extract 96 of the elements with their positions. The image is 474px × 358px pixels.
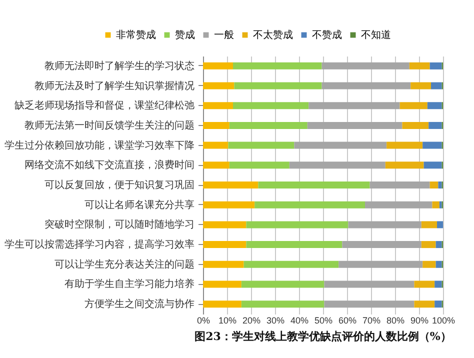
bar [203, 260, 244, 268]
bar [414, 300, 435, 308]
bar [294, 142, 387, 149]
bar [402, 122, 429, 129]
bar [228, 142, 294, 149]
legend-label: 一般 [214, 30, 234, 41]
legend-label: 不赞成 [312, 29, 342, 41]
bar [422, 142, 442, 149]
bar [436, 241, 442, 248]
y-tick-label: 可以让名师名课充分共享 [84, 198, 194, 211]
bar [322, 82, 411, 90]
x-tick-label: 10% [218, 316, 237, 326]
bar [241, 280, 324, 288]
bar [233, 62, 322, 70]
bar [246, 221, 348, 228]
bar [400, 102, 428, 110]
y-tick-label: 方便学生之间交流与协作 [84, 298, 194, 310]
bar [386, 142, 423, 149]
bar [203, 162, 230, 169]
legend-label: 不太赞成 [253, 29, 293, 41]
bar [421, 221, 437, 228]
bar [203, 182, 258, 188]
bar [307, 122, 402, 129]
bar [424, 162, 442, 169]
y-tick-label: 学生过分依赖回放功能，课堂学习效率下降 [4, 139, 194, 152]
bar [229, 162, 290, 169]
legend-label: 不知道 [361, 29, 391, 41]
bar [203, 241, 246, 248]
bar [203, 82, 234, 90]
bar [432, 201, 440, 208]
bar [430, 62, 442, 70]
x-tick-label: 30% [266, 316, 285, 326]
bar [348, 221, 422, 228]
bar [289, 162, 386, 169]
bar [203, 62, 233, 70]
y-tick-label: 突破时空限制，可以随时随地学习 [44, 218, 194, 231]
bar [438, 182, 442, 188]
bar [203, 102, 233, 110]
y-tick-label: 有助于学生自主学习能力培养 [64, 278, 194, 290]
bar [203, 142, 228, 149]
bar [324, 300, 414, 308]
bar [439, 201, 442, 208]
legend-label: 非常赞成 [116, 29, 156, 41]
bar [229, 122, 308, 129]
bar [431, 82, 442, 90]
bar [421, 241, 436, 248]
x-tick-label: 90% [410, 316, 429, 326]
bar [385, 162, 424, 169]
bar [370, 182, 430, 188]
bar [427, 102, 442, 110]
bar [203, 122, 230, 129]
x-tick-label: 80% [386, 316, 405, 326]
x-tick-label: 50% [314, 316, 333, 326]
x-tick-label: 100% [432, 316, 456, 326]
bar [410, 82, 431, 90]
bar [428, 122, 442, 129]
bar [434, 300, 442, 308]
y-tick-label: 教师无法第一时间反馈学生关注的问题 [24, 119, 194, 132]
bar [233, 102, 309, 110]
bar [244, 260, 339, 268]
legend-label: 赞成 [175, 29, 195, 41]
bar [338, 260, 423, 268]
x-tick-label: 70% [362, 316, 381, 326]
y-tick-label: 学生可以按需选择学习内容，提高学习效率 [4, 238, 194, 251]
bar [322, 62, 410, 70]
text: 图23：学生对线上教学优缺点评价的人数比例（%） [194, 330, 452, 343]
bar [203, 201, 255, 208]
bar [203, 221, 246, 228]
x-tick-label: 60% [338, 316, 357, 326]
bar [258, 182, 370, 188]
bar [422, 260, 436, 268]
y-tick-label: 可以反复回放，便于知识复习巩固 [44, 179, 194, 191]
y-tick-label: 缺乏老师现场指导和督促，课堂纪律松弛 [14, 100, 194, 112]
bar [434, 280, 442, 288]
y-tick-label: 网络交流不如线下交流直接，浪费时间 [24, 159, 194, 172]
bar [342, 241, 422, 248]
bar [437, 221, 443, 228]
bar [203, 280, 242, 288]
bar [203, 300, 242, 308]
bar [254, 201, 365, 208]
bar [436, 260, 442, 268]
bar [409, 62, 430, 70]
bar [241, 300, 324, 308]
x-tick-label: 0% [196, 316, 210, 326]
bar [246, 241, 342, 248]
y-tick-label: 教师无法即时了解学生的学习状态 [44, 60, 194, 72]
bar [308, 102, 400, 110]
bar [234, 82, 322, 90]
bar [324, 280, 414, 288]
bar [430, 182, 438, 188]
y-tick-label: 教师无法及时了解学生知识掌握情况 [34, 80, 194, 92]
x-tick-label: 40% [290, 316, 309, 326]
bar [365, 201, 432, 208]
x-tick-label: 20% [242, 316, 261, 326]
y-tick-label: 可以让学生充分表达关注的问题 [54, 258, 194, 270]
bar [414, 280, 435, 288]
